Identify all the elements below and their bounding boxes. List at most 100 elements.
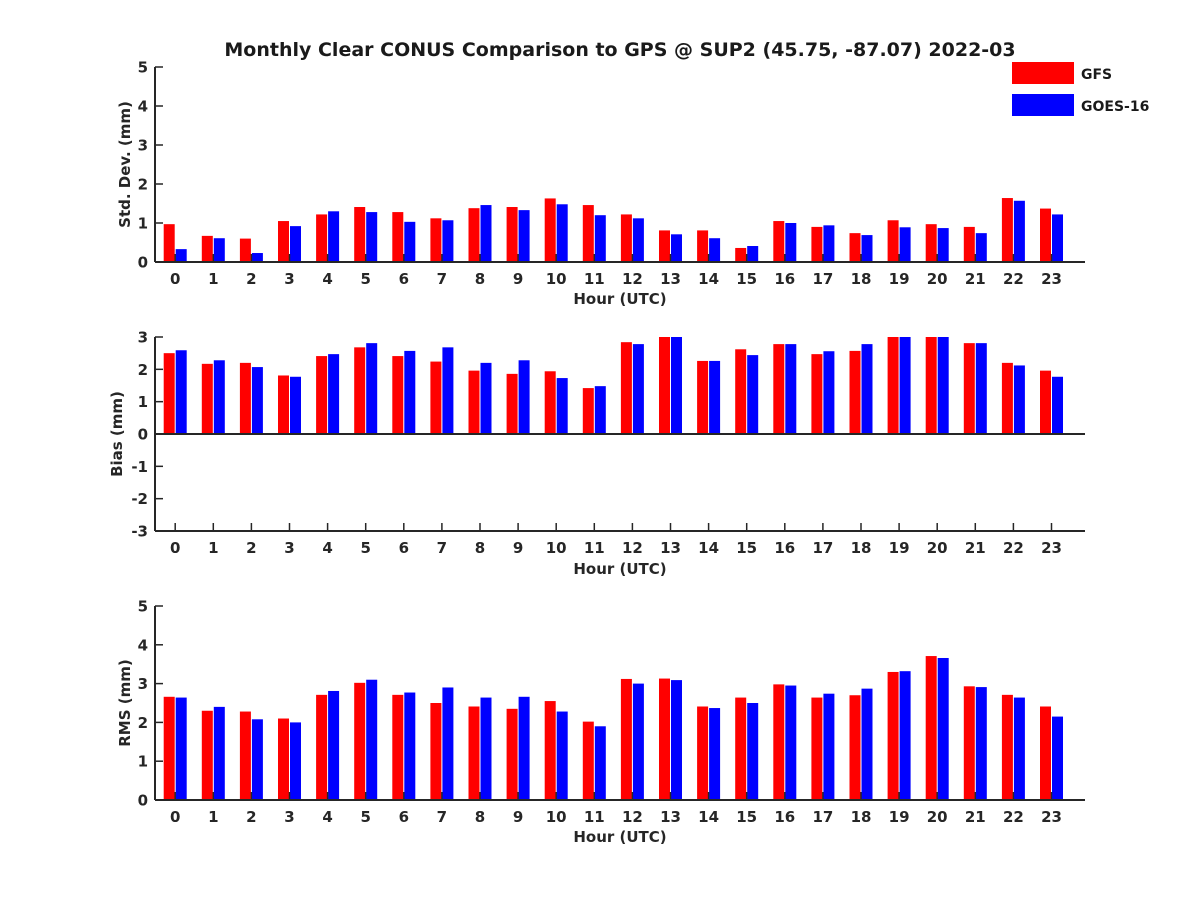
bar-goes-16-hour-22 <box>1013 200 1025 262</box>
bar-goes-16-hour-22 <box>1013 697 1025 800</box>
bar-gfs-hour-0 <box>163 353 175 434</box>
bar-goes-16-hour-1 <box>213 238 225 262</box>
x-tick-label: 22 <box>1003 270 1024 288</box>
bar-gfs-hour-16 <box>773 684 785 800</box>
bar-gfs-hour-8 <box>468 208 480 262</box>
x-tick-label: 9 <box>513 270 523 288</box>
bar-gfs-hour-16 <box>773 221 785 262</box>
bar-gfs-hour-21 <box>963 343 975 434</box>
bar-gfs-hour-2 <box>239 711 251 800</box>
bar-goes-16-hour-16 <box>785 344 797 434</box>
y-axis-label: Bias (mm) <box>108 391 126 477</box>
legend-label-goes-16: GOES-16 <box>1081 99 1149 115</box>
bar-goes-16-hour-6 <box>404 221 416 262</box>
bar-gfs-hour-15 <box>735 349 747 434</box>
legend-swatch-goes-16 <box>1012 94 1074 116</box>
bar-goes-16-hour-17 <box>823 351 835 434</box>
x-tick-label: 9 <box>513 539 523 557</box>
bar-goes-16-hour-2 <box>251 719 263 800</box>
x-tick-label: 1 <box>208 539 218 557</box>
bar-gfs-hour-5 <box>354 347 366 434</box>
bar-gfs-hour-22 <box>1001 198 1013 262</box>
bar-gfs-hour-19 <box>887 671 899 800</box>
x-tick-label: 6 <box>399 539 409 557</box>
bar-goes-16-hour-7 <box>442 220 454 262</box>
x-tick-label: 19 <box>889 539 910 557</box>
bar-goes-16-hour-15 <box>747 703 759 800</box>
bar-goes-16-hour-7 <box>442 687 454 800</box>
bar-gfs-hour-5 <box>354 207 366 262</box>
y-tick-label: 4 <box>138 636 148 654</box>
bar-goes-16-hour-12 <box>632 218 644 262</box>
bar-gfs-hour-6 <box>392 212 404 262</box>
bar-goes-16-hour-15 <box>747 246 759 262</box>
bar-goes-16-hour-10 <box>556 378 568 434</box>
x-tick-label: 5 <box>360 270 370 288</box>
x-tick-label: 19 <box>889 270 910 288</box>
bar-goes-16-hour-3 <box>290 226 301 262</box>
legend: GFS GOES-16 <box>1012 62 1149 116</box>
bar-goes-16-hour-1 <box>213 360 225 434</box>
bar-gfs-hour-10 <box>544 701 556 800</box>
x-tick-label: 12 <box>622 808 643 826</box>
bar-gfs-hour-13 <box>659 230 670 262</box>
y-axis-label: RMS (mm) <box>116 659 134 746</box>
x-tick-label: 13 <box>660 270 681 288</box>
bar-goes-16-hour-13 <box>671 680 682 800</box>
bar-goes-16-hour-10 <box>556 204 568 262</box>
bar-goes-16-hour-11 <box>594 386 606 434</box>
bar-goes-16-hour-16 <box>785 223 797 262</box>
bar-gfs-hour-3 <box>278 375 289 434</box>
x-tick-label: 6 <box>399 808 409 826</box>
bar-gfs-hour-20 <box>925 656 937 800</box>
x-tick-label: 16 <box>774 539 795 557</box>
x-tick-label: 15 <box>736 808 757 826</box>
x-tick-label: 0 <box>170 539 180 557</box>
bar-goes-16-hour-2 <box>251 367 263 434</box>
bar-gfs-hour-19 <box>887 220 899 262</box>
x-tick-label: 10 <box>546 270 567 288</box>
x-tick-label: 10 <box>546 539 567 557</box>
x-tick-label: 23 <box>1041 270 1062 288</box>
y-axis-label: Std. Dev. (mm) <box>116 101 134 228</box>
bar-gfs-hour-17 <box>811 697 823 800</box>
x-axis-label: Hour (UTC) <box>573 290 666 308</box>
x-tick-label: 21 <box>965 270 986 288</box>
bar-goes-16-hour-3 <box>290 722 301 800</box>
y-tick-label: 0 <box>138 426 148 444</box>
bar-gfs-hour-2 <box>239 238 251 262</box>
bar-gfs-hour-14 <box>697 360 709 434</box>
bar-goes-16-hour-6 <box>404 350 416 434</box>
bar-goes-16-hour-23 <box>1052 214 1063 262</box>
bar-gfs-hour-2 <box>239 362 251 434</box>
y-tick-label: 0 <box>138 792 148 810</box>
bar-gfs-hour-14 <box>697 230 709 262</box>
bar-gfs-hour-16 <box>773 344 785 434</box>
x-tick-label: 8 <box>475 539 485 557</box>
x-tick-label: 19 <box>889 808 910 826</box>
bar-gfs-hour-9 <box>506 373 518 434</box>
x-tick-label: 17 <box>812 270 833 288</box>
bar-goes-16-hour-14 <box>709 708 721 800</box>
x-tick-label: 12 <box>622 270 643 288</box>
bar-goes-16-hour-20 <box>937 337 949 434</box>
bar-gfs-hour-0 <box>163 224 175 262</box>
x-tick-label: 1 <box>208 270 218 288</box>
x-tick-label: 18 <box>851 808 872 826</box>
bar-goes-16-hour-23 <box>1052 376 1063 434</box>
x-tick-label: 11 <box>584 539 605 557</box>
bar-goes-16-hour-5 <box>366 679 378 800</box>
bar-gfs-hour-23 <box>1040 208 1051 262</box>
bar-goes-16-hour-10 <box>556 711 568 800</box>
x-tick-label: 5 <box>360 539 370 557</box>
bar-goes-16-hour-6 <box>404 692 416 800</box>
bar-gfs-hour-1 <box>201 235 213 262</box>
x-tick-label: 14 <box>698 808 719 826</box>
bar-goes-16-hour-17 <box>823 225 835 262</box>
x-tick-label: 11 <box>584 808 605 826</box>
x-tick-label: 18 <box>851 539 872 557</box>
bar-gfs-hour-12 <box>620 678 632 800</box>
